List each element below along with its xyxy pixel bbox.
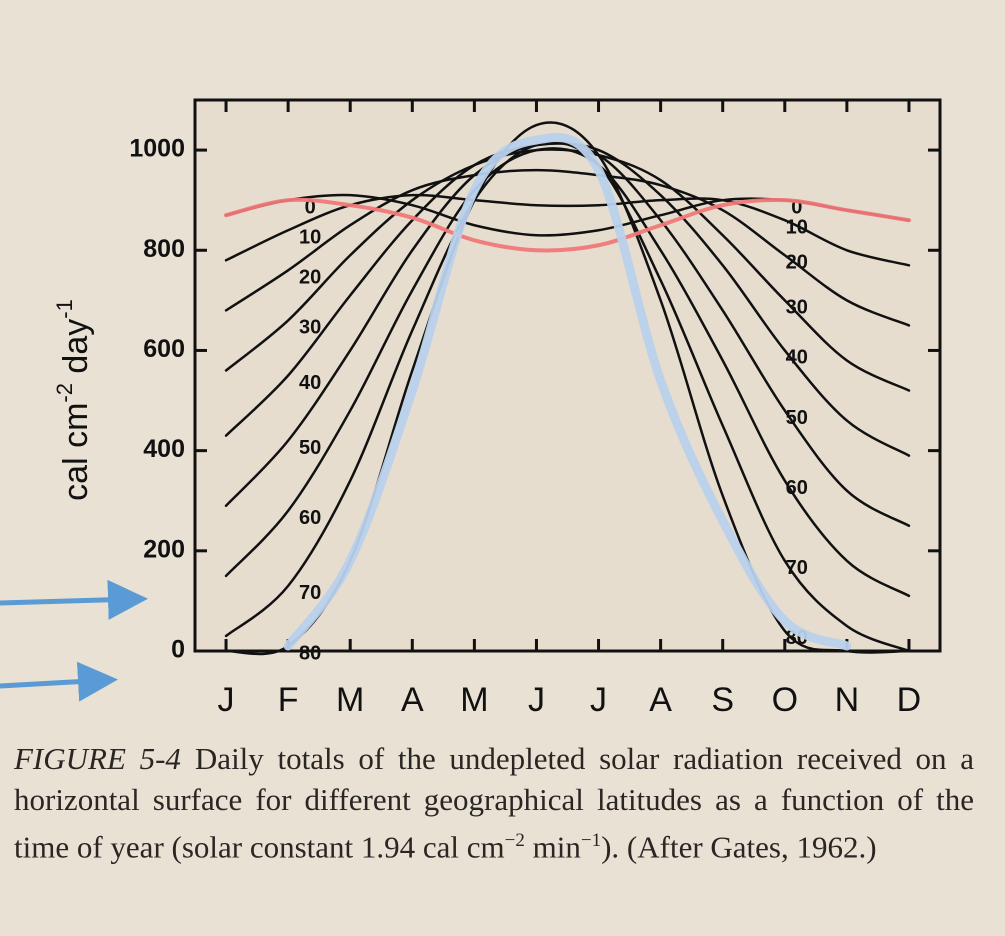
y-tick-label: 800 (143, 235, 185, 263)
latitude-line (224, 141, 911, 653)
y-title-sup: -1 (52, 299, 77, 319)
x-tick-label: D (897, 681, 922, 719)
arrow (0, 579, 148, 620)
x-tick-label: M (336, 681, 364, 719)
latitude-line (224, 147, 911, 598)
x-tick-label: J (218, 681, 235, 719)
caption-sup: −1 (580, 830, 602, 851)
y-tick-label: 400 (143, 435, 185, 463)
overlay-line (224, 197, 911, 253)
latitude-label: 0 (791, 196, 802, 218)
y-tick-label: 200 (143, 535, 185, 563)
latitude-label: 0 (305, 196, 316, 218)
arrow (0, 661, 118, 702)
x-tick-label: A (649, 681, 672, 719)
latitude-label: 30 (299, 317, 321, 339)
latitude-label: 10 (786, 216, 808, 238)
y-tick-label: 600 (143, 335, 185, 363)
y-tick-label: 1000 (129, 135, 185, 163)
caption-sup: −2 (504, 830, 525, 851)
overlay-line (283, 133, 852, 651)
latitude-label: 40 (786, 347, 808, 369)
latitude-label: 80 (299, 642, 321, 664)
caption-text: ). (After Gates, 1962.) (601, 829, 877, 865)
y-tick-label: 0 (171, 636, 185, 664)
x-tick-label: J (590, 681, 607, 719)
caption: FIGURE 5-4 Daily totals of the undepleted… (14, 738, 974, 867)
latitude-label: 60 (786, 477, 808, 499)
latitude-label: 20 (299, 267, 321, 289)
x-tick-label: N (835, 681, 860, 719)
x-tick-label: S (711, 681, 734, 719)
latitude-label: 40 (299, 372, 321, 394)
latitude-label: 30 (786, 297, 808, 319)
latitude-label: 70 (786, 557, 808, 579)
latitude-label: 20 (786, 252, 808, 274)
latitude-line (224, 168, 911, 327)
y-title-sup: -2 (52, 383, 77, 403)
y-axis-title: cal cm-2 day-1 (52, 299, 95, 501)
latitude-label: 70 (299, 582, 321, 604)
latitude-label: 60 (299, 507, 321, 529)
x-tick-label: M (460, 681, 488, 719)
x-tick-label: O (772, 681, 798, 719)
x-tick-label: J (528, 681, 545, 719)
caption-text: min (524, 829, 581, 865)
latitude-label: 10 (299, 227, 321, 249)
latitude-label: 50 (786, 407, 808, 429)
caption-text: Daily totals of the undepleted solar rad… (14, 741, 974, 865)
plot-frame (193, 98, 942, 653)
latitude-label: 50 (299, 437, 321, 459)
figure-label: FIGURE 5-4 (14, 741, 181, 776)
y-title-part: day (57, 319, 95, 383)
latitude-line (224, 193, 911, 267)
x-tick-label: A (401, 681, 424, 719)
x-tick-label: F (278, 681, 299, 719)
y-title-part: cal cm (57, 403, 95, 501)
